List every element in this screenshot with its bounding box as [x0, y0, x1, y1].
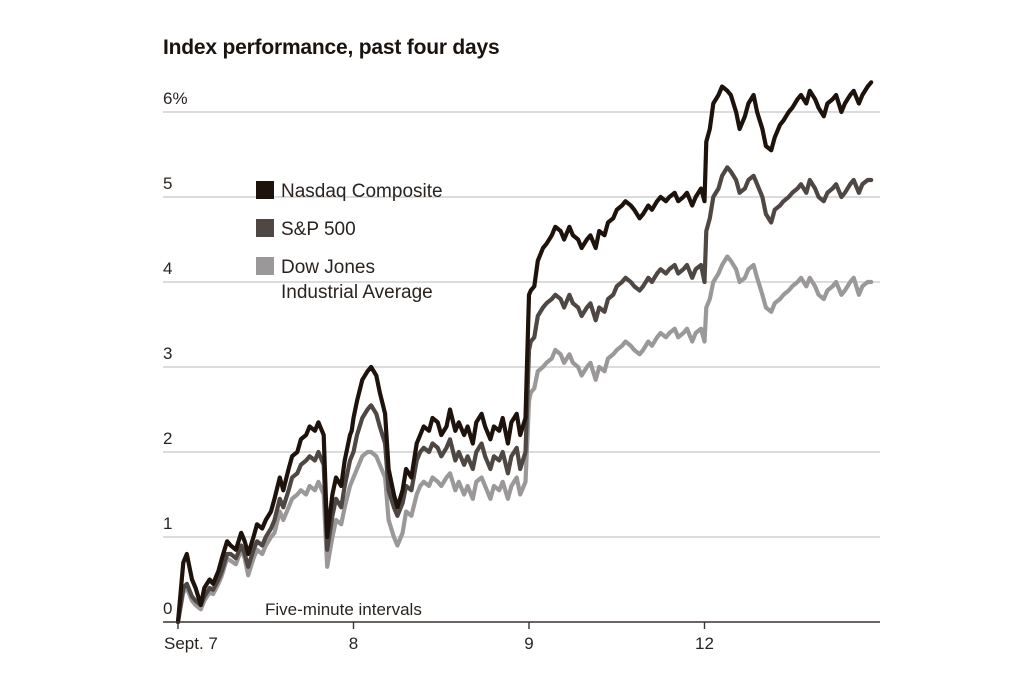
legend-swatch — [256, 181, 274, 199]
series-lines — [175, 80, 874, 625]
x-tick-label: Sept. 7 — [164, 634, 218, 653]
x-axis: Sept. 7 8 9 12 — [163, 621, 880, 653]
chart-title: Index performance, past four days — [163, 36, 500, 59]
series-line-nasdaq-composite — [175, 80, 874, 625]
legend-label: Industrial Average — [281, 282, 433, 303]
y-tick-label: 3 — [163, 344, 172, 363]
y-tick-label: 0 — [163, 599, 172, 618]
legend-swatch — [256, 219, 274, 237]
x-tick-label: 12 — [695, 634, 714, 653]
y-tick-label: 2 — [163, 429, 172, 448]
y-tick-label: 4 — [163, 259, 172, 278]
legend-item: Dow Jones Industrial Average — [256, 257, 433, 303]
legend-item: Nasdaq Composite — [256, 181, 443, 202]
legend: Nasdaq Composite S&P 500 Dow Jones Industri… — [256, 181, 443, 303]
x-tick-label: 8 — [349, 634, 358, 653]
x-tick-label: 9 — [524, 634, 533, 653]
intervals-annotation: Five-minute intervals — [265, 600, 422, 619]
legend-label: Nasdaq Composite — [281, 181, 443, 202]
y-tick-label: 1 — [163, 514, 172, 533]
legend-swatch — [256, 257, 274, 275]
legend-label: Dow Jones — [281, 257, 375, 278]
y-tick-label: 6% — [163, 89, 188, 108]
y-tick-label: 5 — [163, 174, 172, 193]
y-axis-ticks: 0 1 2 3 4 5 6% — [163, 89, 188, 618]
legend-label: S&P 500 — [281, 219, 356, 240]
legend-item: S&P 500 — [256, 219, 356, 240]
gridlines — [163, 111, 880, 538]
